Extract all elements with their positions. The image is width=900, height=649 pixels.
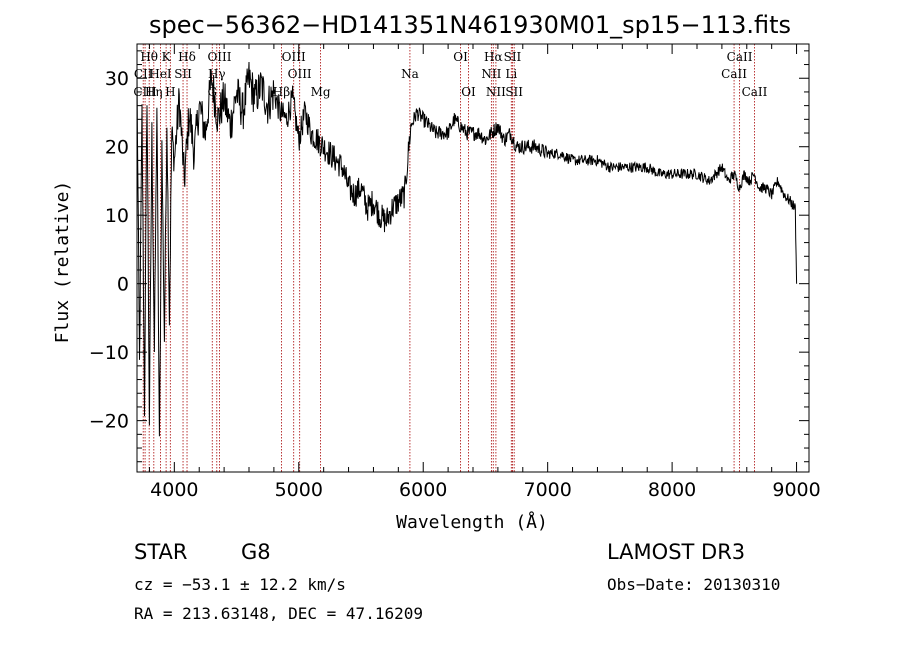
y-tick-label: 30 xyxy=(105,68,129,90)
line-label: Hη xyxy=(145,85,163,99)
line-label: Hβ xyxy=(273,85,290,99)
sky-coordinates: RA = 213.63148, DEC = 47.16209 xyxy=(134,604,423,623)
x-tick-label: 7000 xyxy=(523,479,571,501)
line-label: NII xyxy=(486,85,506,99)
emission-line-labels: Hθ CII CIII K HeI Hη Hδ SII H OIII Hγ G OIII OIII Hβ Mg… xyxy=(133,50,767,99)
spectral-subclass: G8 xyxy=(241,540,271,564)
redshift-velocity: cz = −53.1 ± 12.2 km/s xyxy=(134,575,346,594)
survey-name: LAMOST DR3 xyxy=(607,540,745,564)
line-label: CIII xyxy=(133,85,157,99)
line-label: CaII xyxy=(727,50,753,64)
line-label: CaII xyxy=(721,67,747,81)
plot-area: 4000 5000 6000 7000 8000 9000 −20 −10 0 10 20 30 H… xyxy=(89,43,821,501)
object-class: STAR xyxy=(134,540,187,564)
emission-line-markers xyxy=(142,44,755,472)
line-label: OIII xyxy=(282,50,306,64)
observation-date: Obs−Date: 20130310 xyxy=(607,575,780,594)
y-tick-label: 10 xyxy=(105,205,129,227)
line-label: OIII xyxy=(207,50,231,64)
line-label: OIII xyxy=(288,67,312,81)
chart-title: spec−56362−HD141351N461930M01_sp15−113.f… xyxy=(149,11,791,39)
x-axis-label: Wavelength (Å) xyxy=(396,511,548,533)
line-label: OI xyxy=(461,85,476,99)
line-label: Mg xyxy=(311,85,331,99)
x-tick-label: 4000 xyxy=(150,479,198,501)
y-axis-label: Flux (relative) xyxy=(52,181,73,344)
line-label: Hθ xyxy=(140,50,158,64)
line-label: Li xyxy=(505,67,517,81)
x-tick-label: 8000 xyxy=(648,479,696,501)
line-label: G xyxy=(207,85,217,99)
plot-frame xyxy=(136,43,810,473)
x-tick-label: 6000 xyxy=(399,479,447,501)
y-tick-label: −10 xyxy=(89,342,129,364)
line-label: Hγ xyxy=(208,67,226,81)
line-label: Na xyxy=(401,67,419,81)
line-label: HeI xyxy=(149,67,172,81)
line-label: SII xyxy=(504,50,522,64)
x-tick-label: 5000 xyxy=(275,479,323,501)
line-label: Hδ xyxy=(178,50,196,64)
line-label: SII xyxy=(505,85,523,99)
line-label: K xyxy=(162,50,172,64)
line-label: CII xyxy=(134,67,153,81)
line-label: OI xyxy=(453,50,468,64)
line-label: SII xyxy=(174,67,192,81)
line-label: NII xyxy=(481,67,501,81)
line-label: H xyxy=(165,85,175,99)
x-axis-ticks: 4000 5000 6000 7000 8000 9000 xyxy=(148,44,821,501)
y-axis-ticks: −20 −10 0 10 20 30 xyxy=(89,50,809,463)
spectrum-line xyxy=(136,61,798,437)
line-label: Hα xyxy=(484,50,503,64)
line-label: CaII xyxy=(742,85,768,99)
y-tick-label: −20 xyxy=(89,411,129,433)
y-tick-label: 0 xyxy=(117,274,129,296)
x-tick-label: 9000 xyxy=(772,479,820,501)
y-tick-label: 20 xyxy=(105,137,129,159)
